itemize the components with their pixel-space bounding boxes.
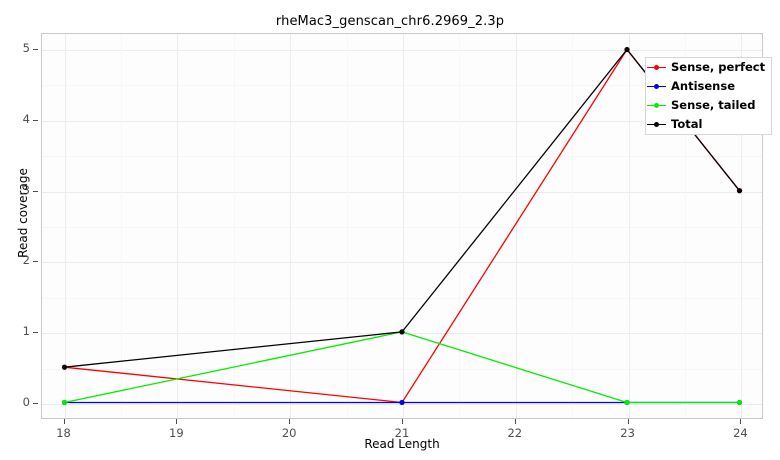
legend-item[interactable]: Antisense: [646, 77, 771, 96]
gridline-x-major: [403, 34, 404, 418]
data-point: [399, 399, 405, 406]
y-tick-label: 1: [22, 324, 30, 339]
x-tick-mark: [740, 419, 741, 424]
x-axis-title: Read Length: [364, 437, 440, 451]
gridline-y-major: [42, 192, 762, 193]
x-tick-label: 22: [507, 426, 523, 440]
gridline-x-minor: [347, 34, 348, 418]
legend-point-icon: [654, 84, 659, 89]
x-tick-label: 23: [620, 426, 635, 440]
y-tick-mark: [33, 403, 38, 404]
gridline-y-minor: [42, 298, 762, 299]
x-tick-label: 21: [394, 426, 410, 440]
data-point: [736, 188, 743, 194]
legend-item[interactable]: Total: [646, 115, 771, 134]
gridline-y-major: [42, 121, 762, 122]
data-point: [399, 329, 405, 335]
data-point: [624, 399, 630, 406]
y-tick-mark: [33, 49, 38, 50]
x-tick-mark: [515, 419, 516, 424]
legend-item[interactable]: Sense, tailed: [646, 96, 771, 115]
series-line: [63, 48, 741, 404]
x-tick-mark: [64, 419, 65, 424]
y-tick-label: 2: [22, 253, 30, 268]
x-tick-mark: [289, 419, 290, 424]
x-tick-label: 24: [733, 426, 748, 440]
series-line: [63, 48, 741, 368]
y-tick-mark: [33, 261, 38, 262]
gridline-y-minor: [42, 227, 762, 228]
series-sense-perfect: [61, 46, 743, 406]
gridline-x-major: [290, 34, 291, 418]
x-tick-mark: [628, 419, 629, 424]
x-tick-mark: [176, 419, 177, 424]
gridline-y-major: [42, 50, 762, 51]
plot-panel: [41, 33, 763, 419]
x-tick-mark: [402, 419, 403, 424]
series-sense-tailed: [61, 329, 743, 406]
legend-item-label: Sense, tailed: [671, 97, 756, 112]
legend-item-label: Total: [671, 116, 703, 131]
gridline-y-minor: [42, 156, 762, 157]
y-tick-label: 5: [22, 40, 30, 55]
chart-title: rheMac3_genscan_chr6.2969_2.3p: [275, 14, 505, 29]
legend-point-icon: [654, 122, 659, 127]
gridline-x-major: [741, 34, 742, 418]
gridline-x-major: [65, 34, 66, 418]
x-tick-label: 20: [281, 426, 297, 440]
gridline-y-minor: [42, 369, 762, 370]
gridline-x-minor: [459, 34, 460, 418]
data-point: [736, 399, 743, 406]
gridline-x-minor: [572, 34, 573, 418]
legend-key-swatch: [646, 77, 667, 96]
chart-legend: Sense, perfect Antisense Sense, tailed Tota…: [645, 57, 773, 135]
series-line: [63, 331, 741, 404]
gridline-x-major: [516, 34, 517, 418]
y-tick-mark: [33, 120, 38, 121]
gridline-x-major: [629, 34, 630, 418]
legend-item-label: Sense, perfect: [671, 59, 766, 74]
series-total: [61, 46, 743, 370]
x-axis-ticks: 18 19 20 21 22 23 24: [41, 419, 763, 445]
gridline-y-minor: [42, 85, 762, 86]
y-axis-tick-labels: 0 1 2 3 4 5: [0, 33, 30, 419]
gridline-x-major: [177, 34, 178, 418]
y-tick-label: 4: [22, 111, 30, 126]
x-tick-label: 18: [56, 426, 71, 440]
legend-point-icon: [654, 65, 659, 70]
legend-point-icon: [654, 103, 659, 108]
y-tick-label: 3: [22, 182, 30, 197]
gridline-x-minor: [121, 34, 122, 418]
legend-key-swatch: [646, 96, 667, 115]
data-point: [61, 399, 68, 406]
y-tick-mark: [33, 191, 38, 192]
legend-key-swatch: [646, 115, 667, 134]
y-tick-mark: [33, 332, 38, 333]
gridline-x-minor: [685, 34, 686, 418]
data-point: [61, 364, 68, 370]
data-point: [624, 46, 630, 53]
legend-key-swatch: [646, 58, 667, 77]
x-tick-label: 19: [169, 426, 184, 440]
legend-item[interactable]: Sense, perfect: [646, 58, 771, 77]
gridline-x-minor: [234, 34, 235, 418]
gridline-y-major: [42, 262, 762, 263]
y-axis-tick-marks: [0, 33, 41, 419]
y-axis-title: Read coverage: [16, 168, 30, 258]
y-tick-label: 0: [22, 395, 30, 410]
legend-item-label: Antisense: [671, 78, 736, 93]
